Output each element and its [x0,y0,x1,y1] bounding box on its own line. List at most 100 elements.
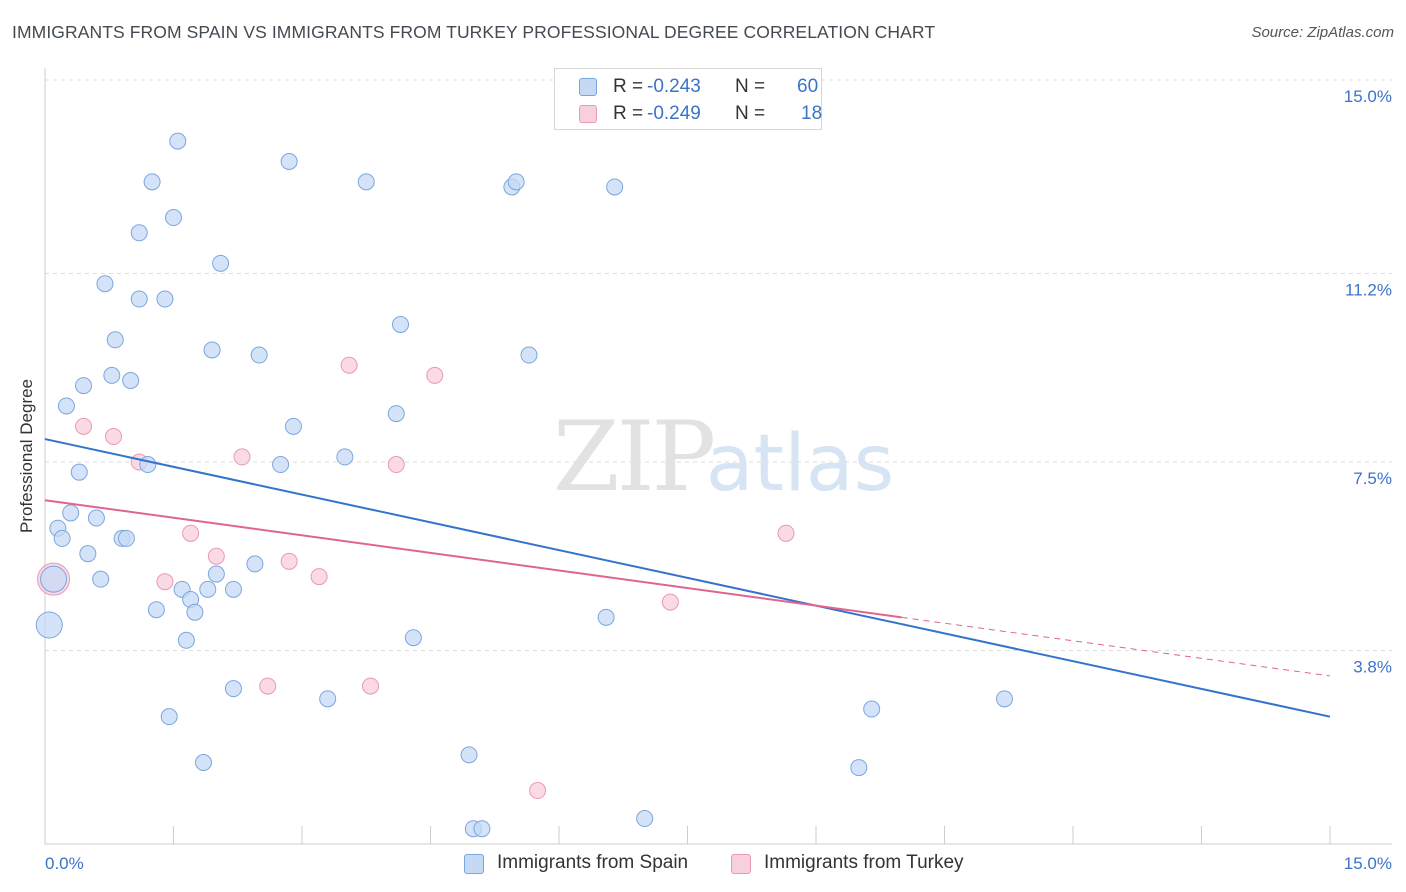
turkey-point [387,456,405,474]
legend-r-label: R = [613,103,644,124]
legend-swatch-spain [579,78,597,96]
spain-point [280,152,298,170]
trend-lines [44,438,1331,718]
turkey-trend-extension [901,616,1331,677]
spain-point [995,690,1013,708]
y-tick-label: 15.0% [1344,87,1392,106]
spain-point [597,608,615,626]
spain-point [92,570,110,588]
legend-swatch-turkey [579,105,597,123]
spain-point [284,417,302,435]
spain-point [507,173,525,191]
turkey-point [362,677,380,695]
turkey-point [156,573,174,591]
spain-point [207,565,225,583]
spain-point [57,397,75,415]
turkey-point [182,524,200,542]
turkey-point [426,366,444,384]
turkey-point [310,568,328,586]
turkey-point [207,547,225,565]
spain-point [130,290,148,308]
spain-point [387,405,405,423]
spain-point [35,611,63,639]
turkey-point [529,782,547,800]
legend-n-value-turkey: 18 [801,103,823,124]
legend-n-value-spain: 60 [797,76,819,97]
bottom-legend-swatch-spain [464,854,484,874]
y-axis-label: Professional Degree [17,378,36,534]
y-tick-label: 7.5% [1353,469,1392,488]
spain-point [96,275,114,293]
spain-point [212,254,230,272]
turkey-point [105,428,123,446]
x-tick-label-right: 15.0% [1344,854,1392,873]
turkey-point [661,593,679,611]
stats-legend: R = -0.243 N = 60 R = -0.249 N = 18 [554,68,822,130]
spain-point [139,456,157,474]
turkey-trend-line [44,499,902,619]
x-tick-label-left: 0.0% [45,854,84,873]
spain-point [336,448,354,466]
spain-point [357,173,375,191]
turkey-point [280,552,298,570]
spain-point [156,290,174,308]
spain-point [224,680,242,698]
turkey-point [259,677,277,695]
spain-point [404,629,422,647]
turkey-point [340,356,358,374]
turkey-point [75,417,93,435]
spain-point [79,545,97,563]
spain-point [75,377,93,395]
turkey-point [233,448,251,466]
spain-point [62,504,80,522]
spain-point [606,178,624,196]
spain-point [194,754,212,772]
tick-labels: 3.8% 7.5% 11.2% 15.0% 0.0% 15.0% [45,87,1392,873]
spain-point [87,509,105,527]
watermark-zip: ZIP [553,401,714,513]
turkey-point [777,524,795,542]
source-label: Source: ZipAtlas.com [1251,24,1394,41]
spain-point [203,341,221,359]
spain-point [147,601,165,619]
bottom-legend-swatch-turkey [731,854,751,874]
spain-point [165,209,182,227]
legend-r-value-turkey: -0.249 [647,103,701,124]
series-spain-points [35,132,1013,838]
legend-n-label: N = [735,103,766,124]
chart-title: IMMIGRANTS FROM SPAIN VS IMMIGRANTS FROM… [12,22,936,42]
spain-point [130,224,148,242]
spain-point [319,690,337,708]
spain-point [70,463,88,481]
spain-point [224,580,242,598]
spain-point [250,346,268,364]
spain-point [392,315,410,333]
bottom-legend-label-spain: Immigrants from Spain [497,852,689,873]
watermark-atlas: atlas [706,419,895,509]
spain-point [122,372,140,390]
legend-n-label: N = [735,76,766,97]
spain-point [117,529,135,547]
legend-r-value-spain: -0.243 [647,76,701,97]
spain-point [40,565,68,593]
spain-point [460,746,478,764]
spain-point [169,132,187,150]
spain-point [863,700,881,718]
spain-point [160,708,178,726]
legend-r-label: R = [613,76,644,97]
spain-point [103,366,121,384]
spain-point [520,346,538,364]
y-tick-label: 3.8% [1353,657,1392,676]
spain-trend-line [44,438,1331,718]
spain-point [199,580,217,598]
axes [44,68,1392,845]
spain-point [106,331,124,349]
spain-point [53,529,71,547]
watermark: ZIP atlas [553,401,894,513]
spain-point [850,759,868,777]
spain-point [143,173,161,191]
spain-point [186,603,204,621]
spain-point [636,810,654,828]
spain-point [246,555,264,573]
